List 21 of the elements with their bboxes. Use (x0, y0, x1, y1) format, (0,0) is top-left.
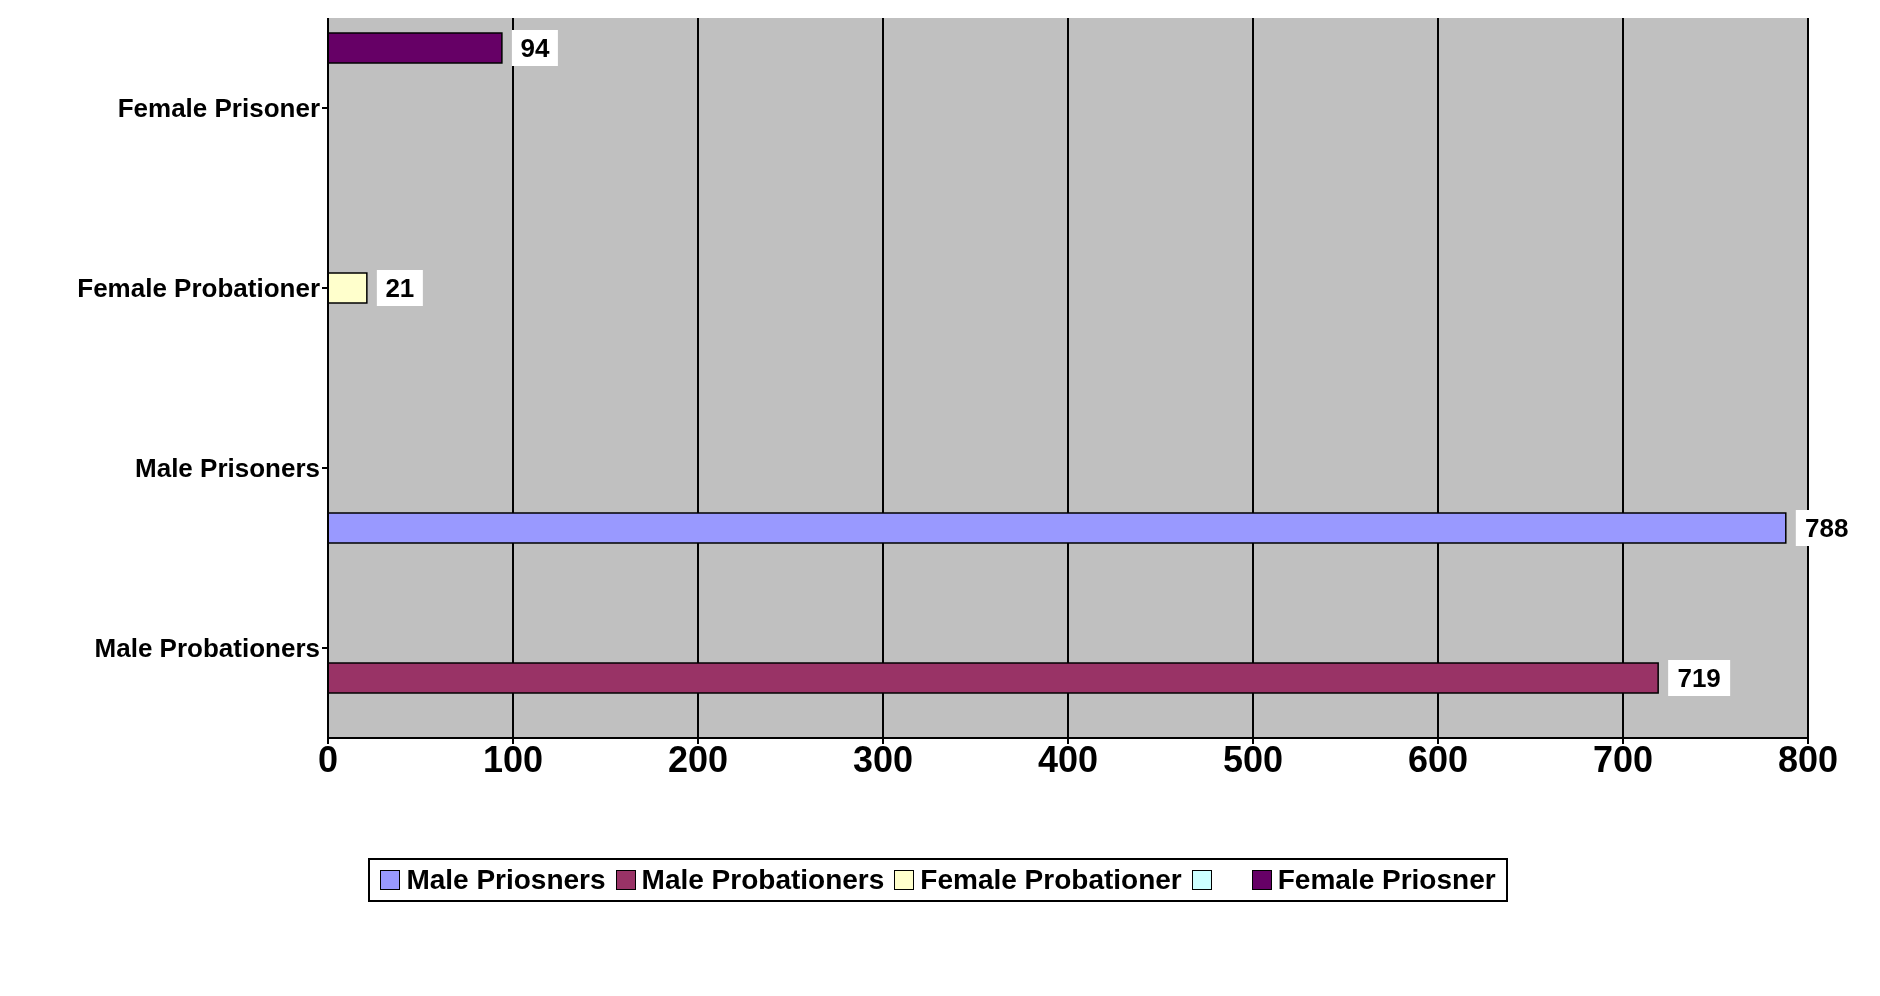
legend-label: Female Priosner (1277, 864, 1496, 896)
y-tick-label: Female Prisoner (117, 93, 320, 124)
y-tick-label: Female Probationer (77, 273, 320, 304)
legend-label: Male Probationers (641, 864, 885, 896)
legend-label: Female Probationer (920, 864, 1182, 896)
x-tick-label: 700 (1592, 738, 1654, 780)
data-label: 788 (1805, 513, 1849, 543)
x-tick-label: 400 (1037, 738, 1099, 780)
y-tick-label: Male Prisoners (135, 453, 320, 484)
x-tick-label: 600 (1407, 738, 1469, 780)
x-tick-label: 0 (317, 738, 339, 780)
x-tick-label: 800 (1777, 738, 1839, 780)
data-label: 21 (385, 273, 415, 303)
data-label: 94 (520, 33, 550, 63)
data-label: 719 (1677, 663, 1721, 693)
x-tick-label: 500 (1222, 738, 1284, 780)
x-tick-label: 200 (667, 738, 729, 780)
legend-label: Male Priosners (406, 864, 606, 896)
x-tick-label: 100 (482, 738, 544, 780)
x-tick-label: 300 (852, 738, 914, 780)
y-tick-label: Male Probationers (94, 633, 320, 664)
